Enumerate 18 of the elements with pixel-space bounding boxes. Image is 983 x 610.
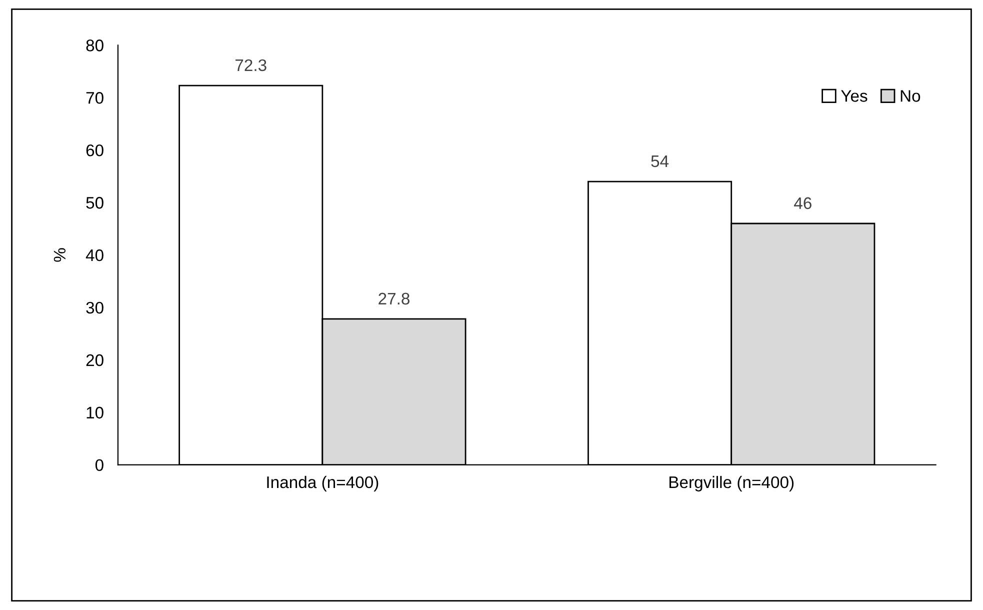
y-tick-label: 20 bbox=[86, 354, 104, 366]
legend-label: No bbox=[900, 90, 920, 102]
data-label: 46 bbox=[794, 197, 812, 210]
y-tick-label: 50 bbox=[86, 196, 104, 209]
y-tick-label: 30 bbox=[86, 302, 104, 314]
data-label: 72.3 bbox=[236, 59, 266, 72]
y-tick-label: 40 bbox=[86, 249, 104, 262]
x-tick-label: Bergville (n=400) bbox=[669, 476, 794, 492]
data-label: 27.8 bbox=[378, 292, 410, 305]
y-axis-title: % bbox=[54, 248, 66, 262]
y-tick-label: 0 bbox=[95, 459, 104, 472]
legend-label: Yes bbox=[841, 90, 868, 102]
y-tick-label: 10 bbox=[86, 406, 104, 419]
y-tick-label: 70 bbox=[86, 92, 104, 104]
y-tick-label: 80 bbox=[86, 40, 104, 52]
y-tick-label: 60 bbox=[86, 144, 104, 156]
data-label: 54 bbox=[651, 156, 669, 168]
x-tick-label: Inanda (n=400) bbox=[267, 476, 378, 492]
